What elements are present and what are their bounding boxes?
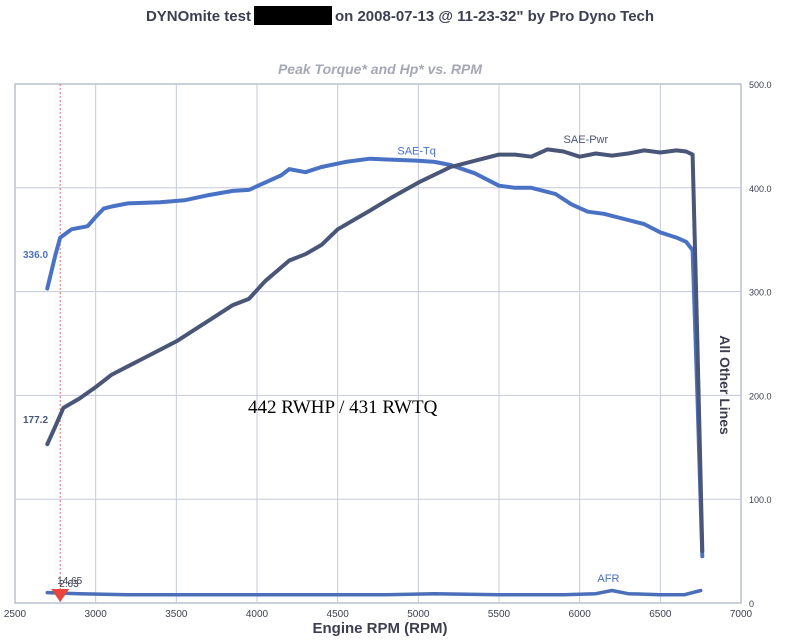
redaction-box [253,6,332,25]
afr-readout-label: 2.63 [59,579,79,590]
plot-frame [14,83,742,604]
torque-line [45,156,705,559]
x-tick-label: 5000 [407,609,430,620]
power-line [45,147,705,554]
title-suffix: on 2008-07-13 @ 11-23-32" by Pro Dyno Te… [334,8,655,25]
torque-series-label: SAE-Tq [397,146,436,158]
y-tick-label: 300.0 [749,288,772,298]
afr-readout-label: 14.65 [57,576,82,587]
y-tick-label: 400.0 [749,184,772,194]
power-series-label: SAE-Pwr [564,134,609,146]
x-axis-label: Engine RPM (RPM) [312,620,448,637]
torque-value-label: 336.0 [23,250,48,261]
x-tick-label: 6500 [649,609,672,620]
y-tick-label: 200.0 [749,391,772,401]
x-tick-label: 3000 [85,609,108,620]
title-prefix: DYNOmite test [145,8,251,25]
x-tick-label: 6000 [569,609,592,620]
afr-series-label: AFR [597,573,619,585]
power-value-label: 177.2 [23,415,48,426]
y-tick-label: 0 [749,599,754,609]
y-tick-label: 500.0 [749,80,772,90]
y-axis-label: All Other Lines [717,335,733,435]
chart-title: DYNOmite test on 2008-07-13 @ 11-23-32" b… [0,6,800,25]
x-tick-label: 3500 [165,609,188,620]
x-tick-label: 7000 [730,609,753,620]
y-tick-label: 100.0 [749,495,772,505]
x-tick-label: 5500 [488,609,511,620]
x-tick-label: 4500 [327,609,350,620]
rpm-marker-triangle [51,589,70,602]
peak-annotation: 442 RWHP / 431 RWTQ [248,397,438,418]
chart-subtitle: Peak Torque* and Hp* vs. RPM [277,61,483,77]
x-tick-label: 4000 [246,609,269,620]
x-tick-label: 2500 [4,609,27,620]
afr-line [45,588,703,597]
